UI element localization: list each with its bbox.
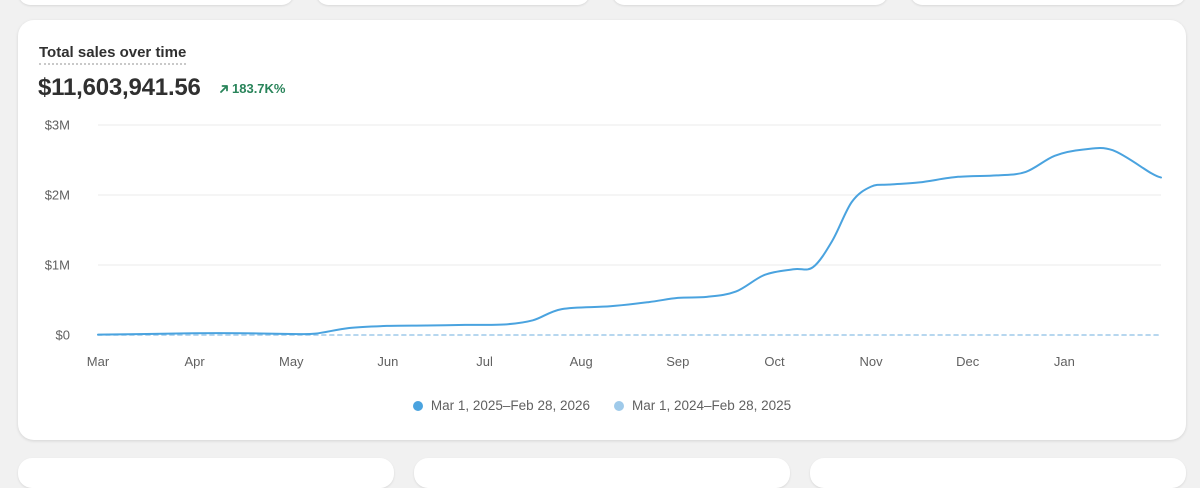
x-tick-label: Sep — [666, 354, 689, 369]
summary-card-stub — [18, 458, 394, 488]
card-title[interactable]: Total sales over time — [39, 44, 187, 65]
x-tick-label: May — [279, 354, 304, 369]
x-tick-label: Aug — [570, 354, 593, 369]
arrow-up-right-icon — [220, 84, 228, 93]
change-percent: 183.7K% — [232, 81, 286, 96]
grid-lines — [98, 124, 1161, 266]
legend-item-previous[interactable]: Mar 1, 2024–Feb 28, 2025 — [614, 398, 791, 413]
y-tick-label: $2M — [45, 188, 70, 203]
y-axis-ticks: $0 $1M $2M $3M — [45, 118, 70, 343]
sales-line-chart: $0 $1M $2M $3M Mar Apr May Jun Jul Aug Sep Oct Nov D… — [45, 118, 1162, 369]
x-tick-label: Apr — [185, 354, 206, 369]
legend-dot-current — [412, 400, 423, 411]
y-tick-label: $0 — [56, 328, 70, 343]
y-tick-label: $3M — [45, 118, 70, 133]
summary-card-stub — [612, 0, 888, 5]
summary-card-stub — [414, 458, 790, 488]
x-tick-label: Jan — [1054, 354, 1075, 369]
chart-legend: Mar 1, 2025–Feb 28, 2026 Mar 1, 2024–Feb… — [18, 398, 1186, 413]
legend-item-current[interactable]: Mar 1, 2025–Feb 28, 2026 — [412, 398, 590, 413]
summary-card-stub — [316, 0, 590, 5]
series-line-current[interactable] — [97, 146, 1162, 336]
x-tick-label: Jul — [476, 354, 493, 369]
summary-card-stub — [910, 0, 1186, 5]
x-axis-ticks: Mar Apr May Jun Jul Aug Sep Oct Nov Dec Jan — [87, 354, 1075, 369]
change-badge: 183.7K% — [219, 81, 285, 96]
total-sales-value: $11,603,941.56 — [38, 74, 201, 101]
series-lines[interactable] — [97, 146, 1162, 336]
x-tick-label: Mar — [87, 354, 110, 369]
legend-dot-previous — [614, 400, 624, 411]
summary-card-stub — [18, 0, 294, 5]
legend-label-previous: Mar 1, 2024–Feb 28, 2025 — [632, 398, 792, 413]
summary-card-stub — [810, 458, 1186, 488]
x-tick-label: Oct — [764, 354, 785, 369]
x-tick-label: Dec — [956, 354, 980, 369]
legend-label-current: Mar 1, 2025–Feb 28, 2026 — [430, 398, 590, 413]
x-tick-label: Jun — [377, 354, 398, 369]
y-tick-label: $1M — [45, 258, 70, 273]
x-tick-label: Nov — [860, 354, 884, 369]
total-sales-card: Total sales over time $11,603,941.56 183… — [18, 20, 1186, 440]
